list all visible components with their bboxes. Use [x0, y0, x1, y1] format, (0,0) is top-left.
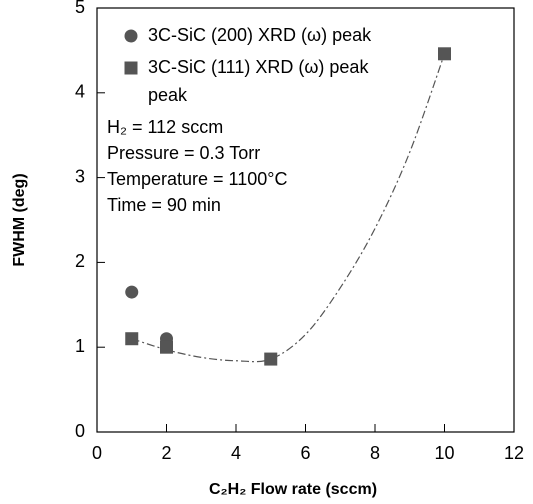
- annotation: Pressure = 0.3 Torr: [107, 143, 260, 163]
- x-tick-label: 8: [370, 443, 380, 463]
- y-tick-label: 1: [75, 336, 85, 356]
- point: [160, 340, 173, 354]
- y-tick-label: 4: [75, 82, 85, 102]
- x-tick-label: 6: [300, 443, 310, 463]
- y-tick-label: 5: [75, 0, 85, 17]
- point: [438, 47, 451, 61]
- y-axis-label: FWHM (deg): [11, 173, 28, 266]
- x-tick-label: 0: [92, 443, 102, 463]
- point: [125, 332, 139, 346]
- trendline: [131, 53, 446, 363]
- annotation: H₂ = 112 sccm: [107, 117, 223, 137]
- point: [264, 352, 278, 366]
- x-axis-label: C₂H₂ Flow rate (sccm): [209, 481, 377, 498]
- point: [125, 285, 139, 299]
- x-tick-label: 10: [434, 443, 454, 463]
- annotation: Time = 90 min: [107, 195, 221, 215]
- legend-label: 3C-SiC (111) XRD (ω) peak: [148, 57, 369, 77]
- legend-marker: [124, 61, 138, 75]
- y-tick-label: 0: [75, 421, 85, 441]
- legend-label: 3C-SiC (200) XRD (ω) peak: [148, 25, 372, 45]
- y-tick-label: 3: [75, 166, 85, 186]
- y-tick-label: 2: [75, 251, 85, 271]
- x-tick-label: 2: [161, 443, 171, 463]
- annotation: Temperature = 1100°C: [107, 169, 287, 189]
- legend-marker: [124, 29, 138, 43]
- x-tick-label: 4: [231, 443, 241, 463]
- x-tick-label: 12: [504, 443, 524, 463]
- legend-extra: peak: [148, 85, 188, 105]
